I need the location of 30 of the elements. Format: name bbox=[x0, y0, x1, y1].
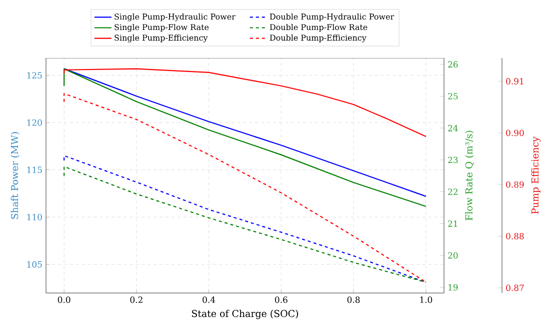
y2-tick-label: 20 bbox=[448, 252, 458, 259]
y3-tick-label: 0.90 bbox=[506, 130, 524, 136]
y-tick-label: 115 bbox=[27, 166, 42, 174]
y3-tick-label: 0.88 bbox=[506, 232, 524, 240]
x-tick-label: 0.8 bbox=[347, 296, 360, 303]
y-tick-label: 105 bbox=[27, 261, 42, 268]
x-tick-label: 0.0 bbox=[58, 296, 70, 303]
y-tick-label: 125 bbox=[27, 72, 42, 79]
y-tick-label: 120 bbox=[27, 119, 42, 126]
y2-tick-label: 26 bbox=[448, 61, 458, 68]
y2-tick-label: 19 bbox=[448, 284, 458, 290]
y2-tick-label: 25 bbox=[448, 93, 458, 100]
y-axis-title: Shaft Power (MW) bbox=[10, 132, 20, 219]
y3-axis-title: Pump Efficiency bbox=[531, 136, 541, 214]
x-axis-title: State of Charge (SOC) bbox=[192, 310, 298, 320]
x-tick-label: 0.2 bbox=[130, 296, 142, 303]
line-series bbox=[64, 93, 426, 283]
y3-tick-label: 0.89 bbox=[506, 181, 524, 188]
y3-tick-label: 0.91 bbox=[506, 78, 524, 84]
line-series bbox=[64, 68, 426, 138]
y-tick-label: 110 bbox=[27, 214, 42, 220]
y2-tick-label: 22 bbox=[448, 188, 458, 195]
y2-axis-title: Flow Rate Q (m³/s) bbox=[465, 130, 474, 220]
x-tick-label: 1.0 bbox=[420, 296, 432, 303]
x-tick-label: 0.6 bbox=[275, 296, 288, 303]
y3-tick-label: 0.87 bbox=[506, 284, 524, 292]
y2-tick-label: 24 bbox=[448, 124, 458, 132]
y2-tick-label: 23 bbox=[448, 156, 458, 164]
y2-tick-label: 21 bbox=[448, 220, 458, 227]
x-tick-label: 0.4 bbox=[202, 296, 216, 303]
